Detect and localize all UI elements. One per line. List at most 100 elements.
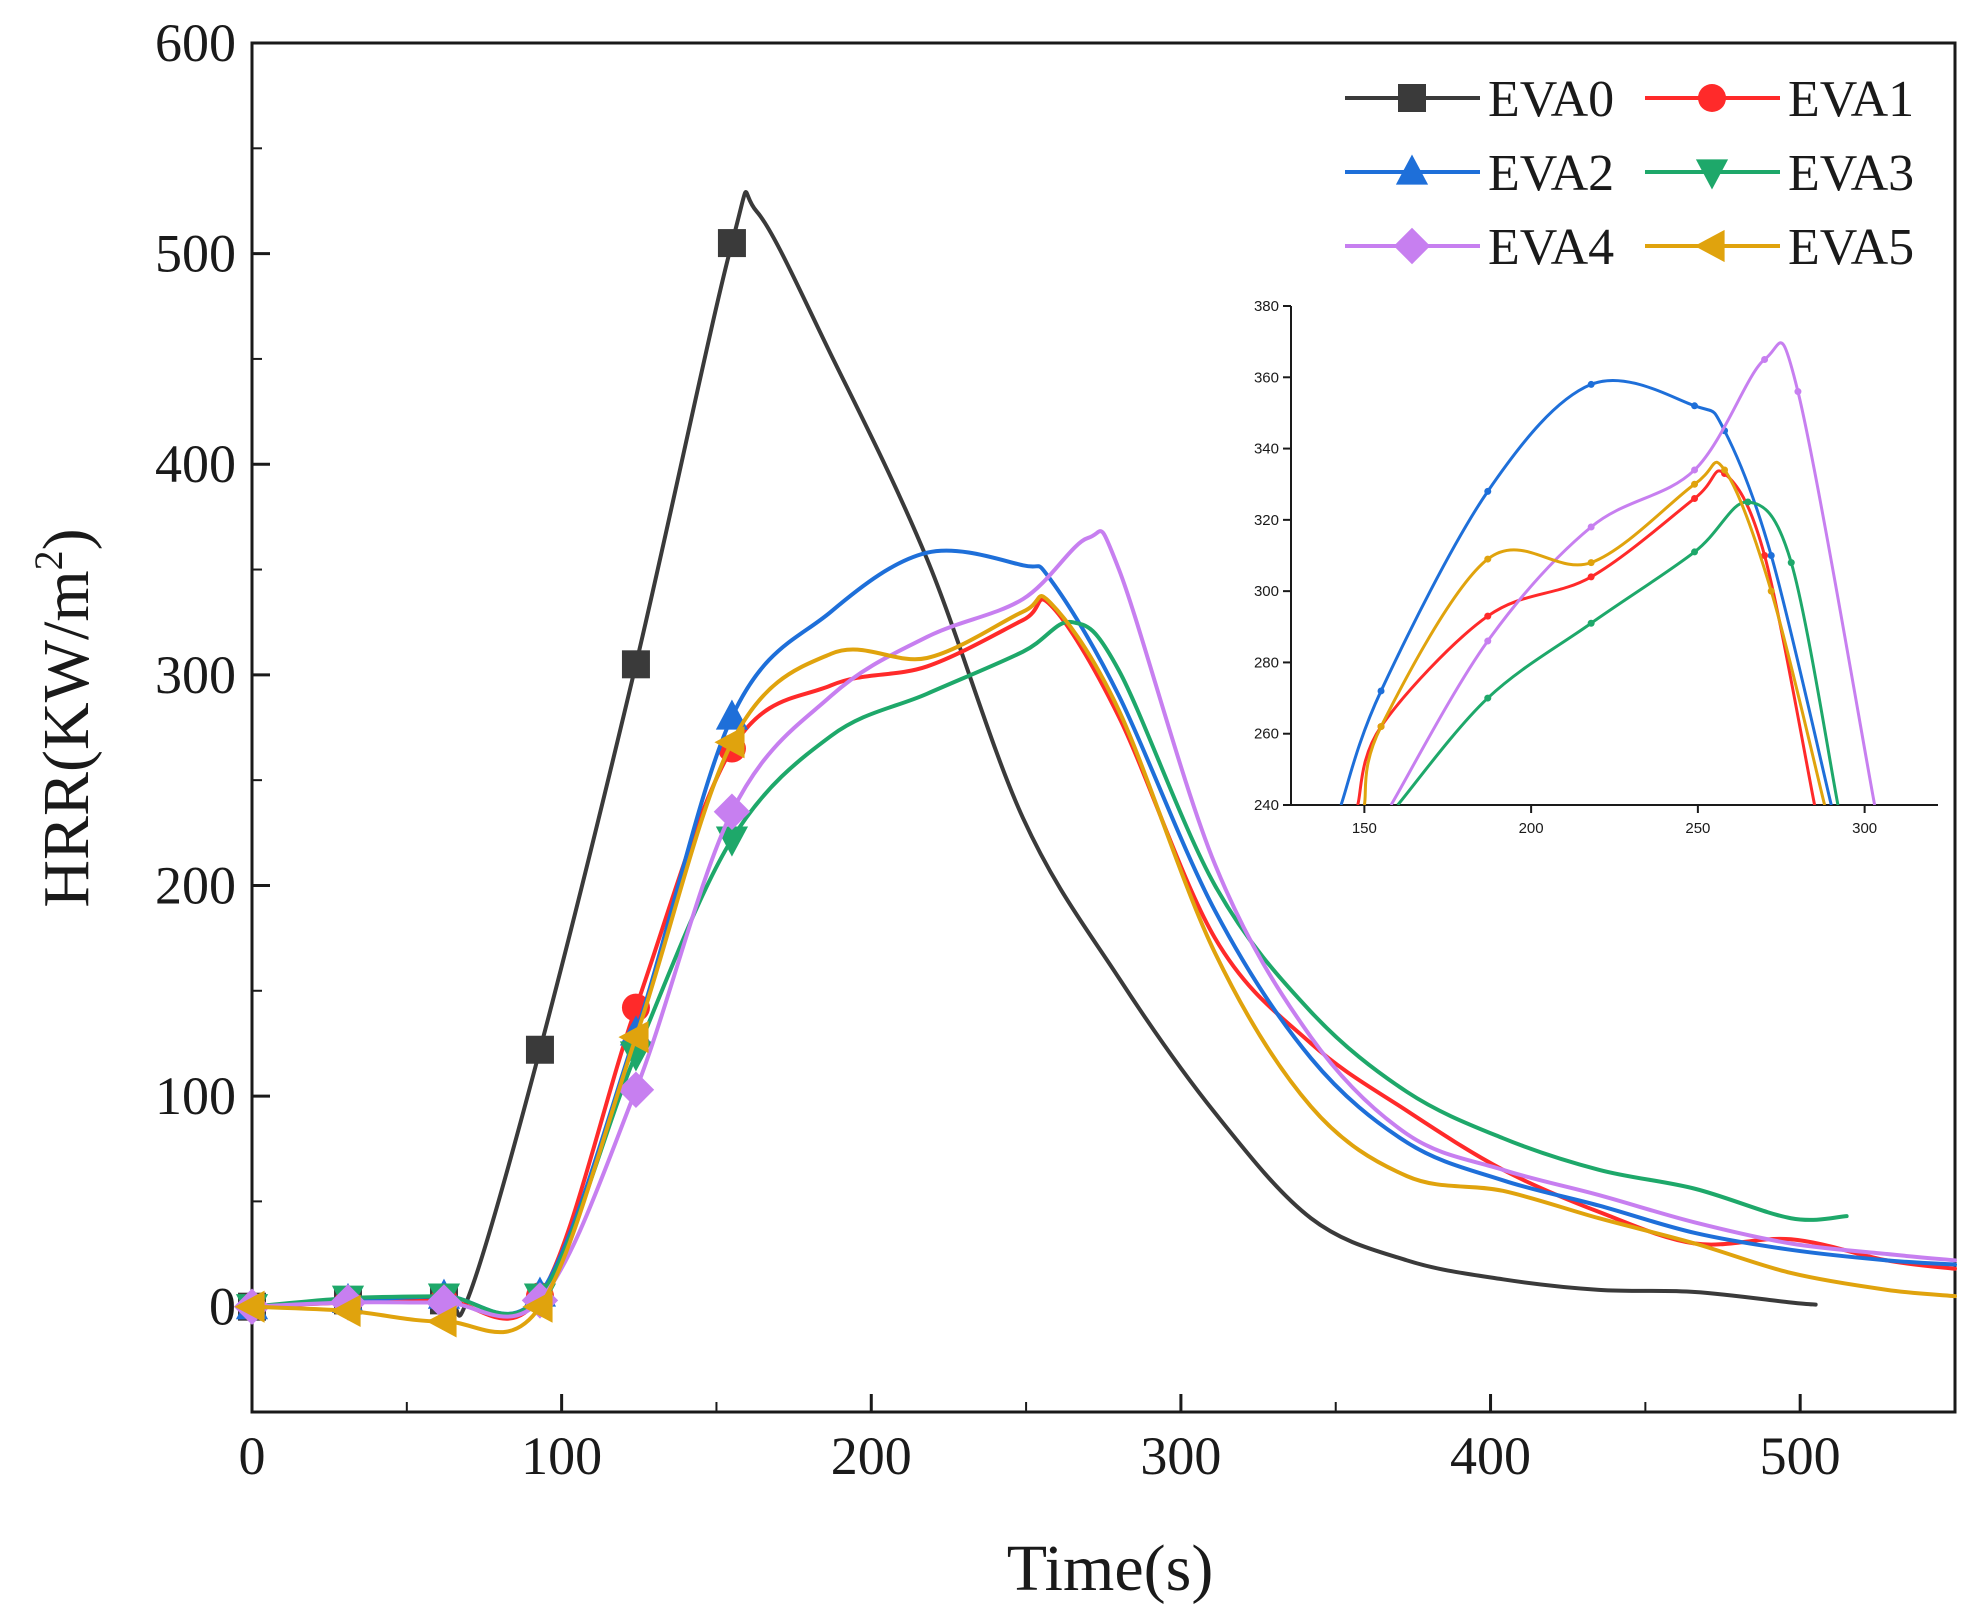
legend-label: EVA5 (1788, 219, 1914, 276)
legend-label: EVA3 (1788, 145, 1914, 202)
inset-data-point (1787, 559, 1795, 567)
data-point-eva4 (713, 793, 751, 830)
data-point-eva5 (234, 1290, 265, 1323)
inset-data-point (1587, 380, 1595, 388)
inset-series-3 (1389, 341, 1877, 805)
x-tick-label: 200 (831, 1426, 912, 1486)
axis-labels: Time(s) HRR(KW/m2) (26, 528, 1213, 1605)
inset-data-point (1794, 388, 1802, 396)
data-point-eva0 (621, 650, 650, 679)
inset-y-tick-label: 320 (1254, 512, 1279, 529)
y-axis-title-main: HRR(KW/m (30, 570, 103, 907)
series-line-eva5 (250, 594, 1957, 1335)
legend-label: EVA4 (1488, 219, 1614, 276)
inset-y-tick-label: 380 (1254, 298, 1279, 315)
inset-series-2 (1396, 498, 1840, 805)
inset-series-4 (1362, 460, 1827, 805)
plot-frame (250, 41, 1957, 1414)
legend-marker (1695, 159, 1729, 190)
x-tick-label: 500 (1760, 1426, 1841, 1486)
inset-y-tick-label: 260 (1254, 726, 1279, 743)
main-plot-axes: 0 100 200 300 400 500 0 100 200 300 400 500 600 (155, 13, 1957, 1486)
inset-x-tick-label: 250 (1685, 820, 1710, 837)
inset-x-tick-label: 300 (1852, 820, 1877, 837)
legend-marker (1398, 84, 1426, 112)
y-axis-title: HRR(KW/m2) (26, 528, 103, 907)
legend-marker (1393, 227, 1431, 265)
y-tick-label: 400 (155, 434, 236, 494)
legend-marker (1395, 154, 1429, 185)
inset-data-point (1484, 555, 1492, 563)
inset-data-point (1587, 559, 1595, 567)
y-tick-label: 600 (155, 13, 236, 73)
inset-data-point (1744, 498, 1752, 506)
legend-label: EVA0 (1488, 71, 1614, 128)
y-tick-label: 100 (155, 1066, 236, 1126)
inset-data-point (1377, 687, 1385, 695)
legend-label: EVA2 (1488, 145, 1614, 202)
data-point-eva2 (715, 699, 749, 730)
data-point-eva0 (717, 229, 746, 258)
y-tick-label: 300 (155, 645, 236, 705)
inset-data-point (1484, 612, 1492, 620)
x-axis-title: Time(s) (1007, 1532, 1214, 1605)
inset-x-tick-label: 150 (1352, 820, 1377, 837)
inset-series-line (1356, 469, 1817, 805)
legend-item-eva0: EVA0 (1345, 71, 1614, 128)
data-point-eva5 (522, 1290, 553, 1323)
data-point-eva4 (617, 1071, 655, 1108)
inset-y-tick-label: 360 (1254, 369, 1279, 386)
inset-y-tick-label: 340 (1254, 441, 1279, 458)
y-axis-title-superscript: 2 (26, 550, 71, 570)
legend-marker (1698, 84, 1726, 112)
inset-data-point (1691, 494, 1699, 502)
inset-x-tick-label: 200 (1519, 820, 1544, 837)
data-point-eva0 (525, 1035, 554, 1064)
inset-data-point (1484, 637, 1492, 645)
series-line-eva4 (250, 529, 1957, 1319)
series-line-eva3 (250, 619, 1849, 1317)
series-eva5 (234, 594, 1957, 1338)
main-plot-series (233, 190, 1957, 1338)
legend-item-eva1: EVA1 (1645, 71, 1914, 128)
inset-data-point (1691, 466, 1699, 474)
x-tick-label: 0 (239, 1426, 266, 1486)
y-tick-label: 500 (155, 224, 236, 284)
data-point-eva5 (714, 726, 745, 759)
data-point-eva5 (426, 1305, 457, 1338)
data-point-eva5 (330, 1294, 361, 1328)
legend-item-eva3: EVA3 (1645, 145, 1914, 202)
inset-y-tick-label: 240 (1254, 797, 1279, 814)
data-point-eva4 (425, 1284, 463, 1321)
legend: EVA0 EVA1 EVA2 EVA3 EVA4 EVA5 (1345, 71, 1914, 276)
data-point-eva5 (618, 1021, 649, 1054)
inset-y-tick-label: 280 (1254, 654, 1279, 671)
inset-data-point (1721, 466, 1729, 474)
inset-data-point (1767, 587, 1775, 595)
x-tick-label: 300 (1140, 1426, 1221, 1486)
inset-y-tick-label: 300 (1254, 583, 1279, 600)
inset-data-point (1691, 548, 1699, 556)
y-axis-title-close: ) (30, 528, 103, 550)
legend-item-eva2: EVA2 (1345, 145, 1614, 202)
inset-data-point (1587, 523, 1595, 531)
y-tick-label: 200 (155, 855, 236, 915)
inset-series-line (1339, 378, 1833, 805)
inset-data-point (1484, 694, 1492, 702)
legend-item-eva4: EVA4 (1345, 219, 1614, 276)
legend-label: EVA1 (1788, 71, 1914, 128)
inset-data-point (1767, 552, 1775, 559)
inset-data-point (1761, 552, 1769, 559)
series-line-eva0 (250, 190, 1818, 1318)
y-tick-label: 0 (209, 1277, 236, 1337)
inset-data-point (1377, 723, 1385, 731)
x-tick-label: 100 (521, 1426, 602, 1486)
inset-data-point (1484, 487, 1492, 495)
inset-data-point (1691, 480, 1699, 488)
x-tick-label: 400 (1450, 1426, 1531, 1486)
inset-plot-series (1339, 341, 1877, 805)
inset-data-point (1691, 402, 1699, 410)
inset-data-point (1587, 619, 1595, 627)
